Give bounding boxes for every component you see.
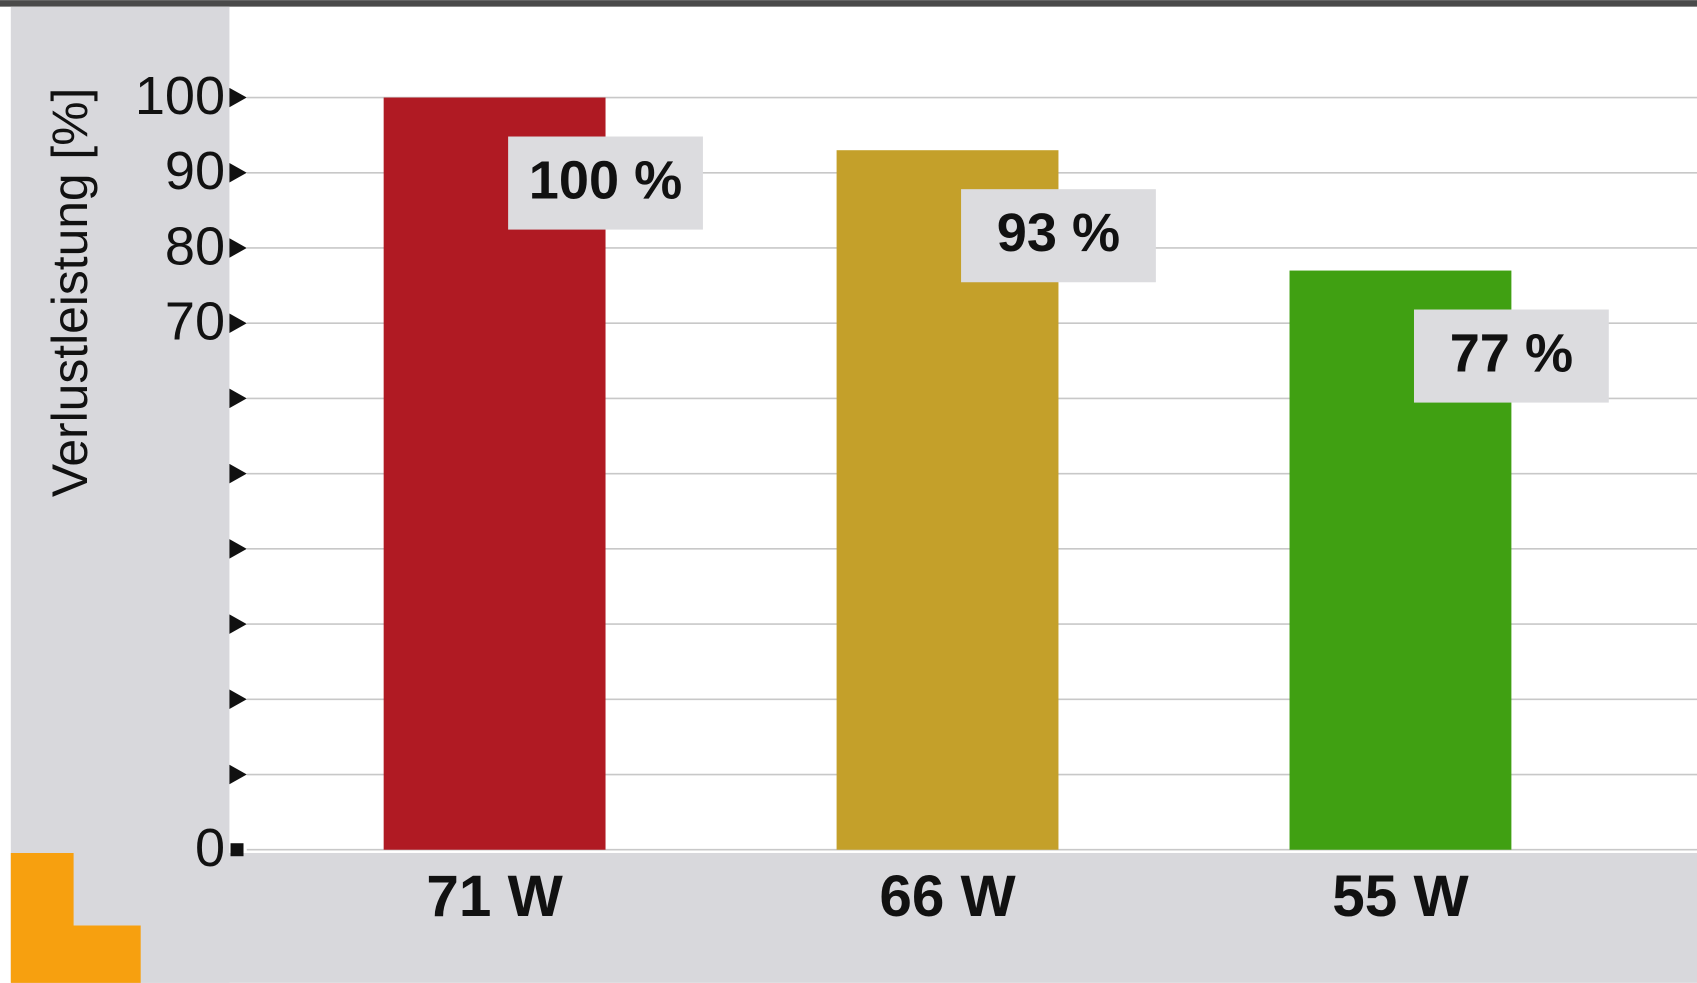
tick-mark	[229, 238, 247, 258]
value-label: 93 %	[997, 203, 1120, 263]
tick-mark	[229, 313, 247, 333]
tick-mark	[229, 689, 247, 710]
tick-mark	[229, 87, 247, 108]
tick-mark	[229, 388, 247, 409]
value-label-box	[508, 136, 703, 230]
y-tick-label: 90	[165, 141, 225, 201]
tick-mark	[229, 539, 247, 559]
x-tick-label: 66 W	[879, 864, 1016, 929]
tick-mark	[229, 764, 247, 785]
value-label: 77 %	[1450, 323, 1573, 383]
y-tick-label: 80	[165, 216, 225, 276]
tick-mark	[229, 163, 247, 183]
y-tick-label: 0	[195, 818, 225, 878]
y-axis-label: Verlustleistung [%]	[42, 88, 98, 497]
y-tick-label: 70	[165, 292, 225, 352]
top-bar	[0, 0, 1697, 7]
bottom-panel	[10, 852, 1697, 983]
x-tick-label: 55 W	[1332, 864, 1469, 929]
left-panel	[10, 6, 230, 983]
value-label-box	[1413, 309, 1609, 403]
tick-mark	[229, 614, 247, 634]
x-tick-label: 71 W	[426, 864, 563, 929]
tick-mark	[230, 843, 244, 857]
value-label: 100 %	[529, 150, 682, 210]
y-tick-label: 100	[135, 66, 225, 126]
value-label-box	[961, 189, 1156, 283]
tick-mark	[229, 463, 247, 484]
corner-logo	[10, 852, 141, 983]
